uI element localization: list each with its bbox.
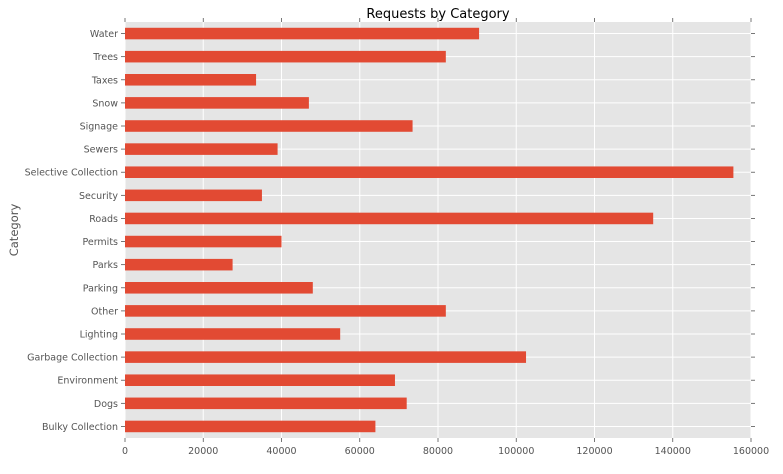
bar	[125, 351, 527, 363]
y-tick-label: Taxes	[91, 75, 118, 86]
y-tick-label: Garbage Collection	[27, 353, 118, 364]
y-axis-title: Category	[7, 204, 21, 257]
y-tick-label: Parking	[83, 283, 118, 294]
y-tick-label: Permits	[82, 237, 118, 248]
y-tick-label: Trees	[92, 52, 118, 63]
x-axis: 0 20000 40000 60000 80000 100000 120000 140000 1…	[122, 18, 769, 457]
y-tick-label: Snow	[92, 98, 118, 109]
y-tick-label: Parks	[93, 260, 119, 271]
bar	[125, 282, 313, 294]
bar	[125, 97, 309, 109]
x-tick-label: 100000	[498, 446, 534, 457]
x-tick-label: 160000	[733, 446, 769, 457]
x-tick-label: 20000	[188, 446, 218, 457]
bar	[125, 397, 407, 410]
y-tick-label: Other	[91, 306, 118, 317]
y-tick-label: Selective Collection	[25, 168, 118, 179]
bar	[125, 212, 654, 225]
x-tick-label: 60000	[345, 446, 375, 457]
bar	[125, 143, 278, 155]
y-tick-label: Dogs	[94, 399, 118, 410]
y-tick-label: Lighting	[80, 330, 118, 341]
bar	[125, 50, 446, 63]
y-tick-label: Bulky Collection	[42, 422, 118, 433]
bar	[125, 374, 395, 386]
bar	[125, 189, 262, 202]
y-tick-label: Water	[90, 29, 118, 40]
bar	[125, 258, 233, 271]
y-tick-label: Security	[79, 191, 118, 202]
x-tick-label: 120000	[576, 446, 612, 457]
bar	[125, 235, 282, 248]
bar	[125, 27, 480, 40]
bar	[125, 305, 446, 317]
bar	[125, 420, 376, 433]
chart-title: Requests by Category	[366, 7, 509, 22]
bar	[125, 120, 413, 132]
x-tick-label: 140000	[655, 446, 691, 457]
x-tick-label: 40000	[266, 446, 296, 457]
bar	[125, 74, 257, 86]
bar	[125, 328, 341, 340]
y-tick-label: Sewers	[84, 145, 118, 156]
x-tick-label: 0	[122, 446, 128, 457]
y-tick-label: Environment	[57, 376, 118, 387]
bar	[125, 166, 734, 178]
y-axis: Bulky Collection Dogs Environment Garbage C…	[25, 29, 755, 433]
x-tick-label: 80000	[423, 446, 453, 457]
y-tick-label: Roads	[89, 214, 118, 225]
bars	[125, 27, 734, 433]
y-tick-label: Signage	[80, 122, 119, 133]
